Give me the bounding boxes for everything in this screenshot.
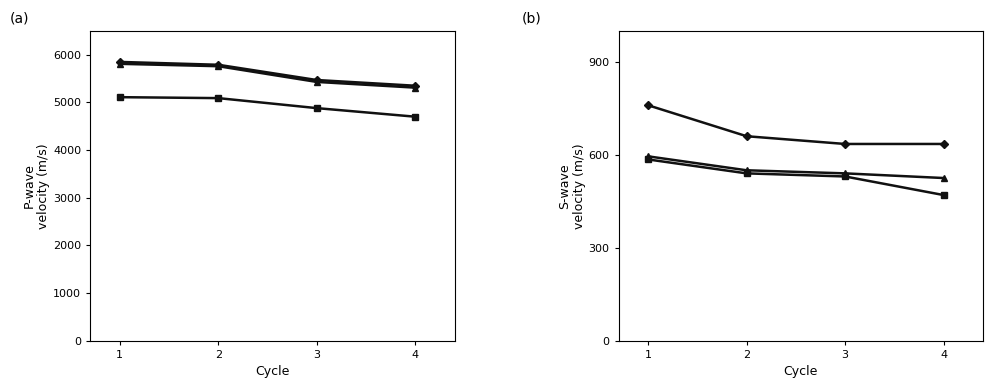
X-axis label: Cycle: Cycle — [255, 365, 290, 378]
Text: (a): (a) — [10, 12, 29, 26]
Y-axis label: P-wave
velocity (m/s): P-wave velocity (m/s) — [22, 143, 50, 229]
Y-axis label: S-wave
velocity (m/s): S-wave velocity (m/s) — [557, 143, 585, 229]
Text: (b): (b) — [521, 12, 541, 26]
X-axis label: Cycle: Cycle — [783, 365, 818, 378]
